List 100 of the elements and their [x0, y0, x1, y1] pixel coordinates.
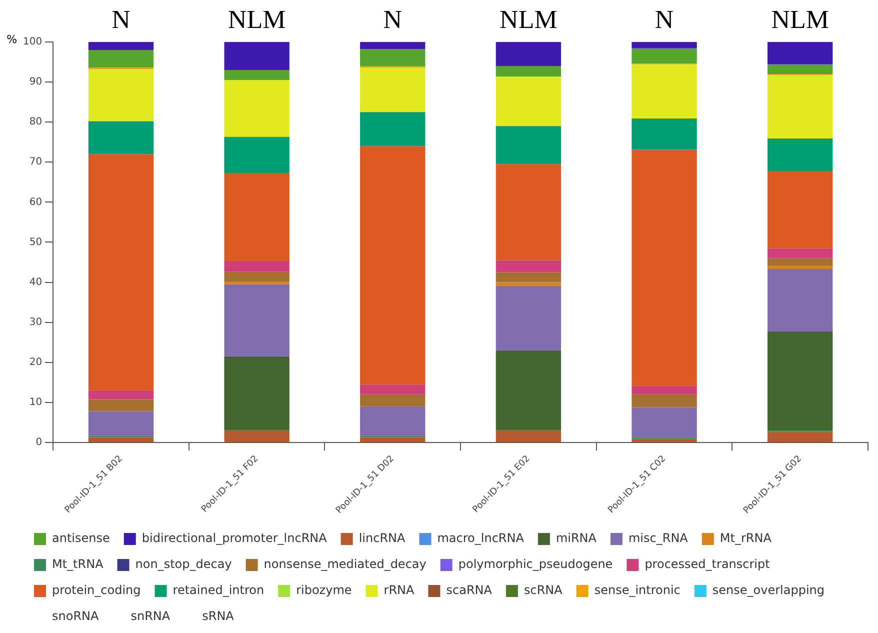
text: N — [383, 4, 402, 34]
text: snRNA — [130, 609, 171, 624]
y-tick-label: 0 — [36, 437, 42, 448]
bar — [360, 68, 426, 112]
bar — [496, 272, 562, 282]
bar — [767, 170, 833, 248]
legend-label: rRNA — [384, 583, 416, 598]
legend-label: bidirectional_promoter_lncRNA — [142, 531, 328, 546]
text: snoRNA — [52, 609, 100, 624]
bar — [496, 260, 562, 272]
legend-label: ribozyme — [296, 583, 352, 598]
bar — [360, 394, 426, 406]
legend-label: processed_transcript — [644, 557, 770, 572]
bar — [767, 265, 833, 269]
y-tick-label: 50 — [29, 236, 42, 248]
bar — [224, 272, 290, 282]
bar — [496, 66, 562, 76]
bar — [632, 150, 697, 386]
y-tick-label: 20 — [29, 356, 42, 368]
bar — [496, 350, 562, 430]
bar — [88, 437, 154, 442]
bar — [360, 42, 426, 50]
bar — [496, 164, 562, 260]
bar — [632, 42, 697, 48]
bar — [632, 438, 697, 442]
bar — [767, 64, 833, 74]
bar — [88, 390, 154, 400]
bar — [632, 407, 697, 438]
bar — [88, 50, 154, 68]
bar — [224, 80, 290, 137]
text: NLM — [500, 4, 558, 34]
bar — [224, 70, 290, 80]
text: sRNA — [202, 609, 235, 624]
bar — [224, 261, 290, 272]
bar — [224, 136, 290, 173]
bar — [360, 384, 426, 394]
bar — [360, 146, 426, 384]
bar — [360, 437, 426, 442]
bar — [224, 356, 290, 430]
bar — [767, 258, 833, 266]
text: N — [112, 4, 131, 34]
bar — [88, 42, 154, 50]
bar — [224, 284, 290, 356]
bar — [767, 432, 833, 442]
bar — [767, 75, 833, 139]
bar — [496, 286, 562, 350]
bar — [224, 281, 290, 284]
bar — [496, 430, 562, 442]
bar — [767, 42, 833, 64]
y-tick-label: 60 — [29, 196, 42, 208]
legend-label: sense_overlapping — [712, 583, 825, 598]
bar — [496, 42, 562, 66]
bar — [360, 49, 426, 66]
bar — [496, 76, 562, 126]
y-tick-label: 80 — [29, 116, 42, 128]
legend-label: sense_intronic — [594, 583, 680, 598]
bar — [767, 248, 833, 258]
bar — [88, 121, 154, 154]
legend-label: lincRNA — [358, 531, 406, 546]
bar — [88, 154, 154, 390]
bar — [632, 118, 697, 150]
legend-label: macro_lncRNA — [437, 531, 525, 546]
bar — [224, 42, 290, 70]
legend-label: misc_RNA — [628, 531, 689, 546]
legend-label: polymorphic_pseudogene — [458, 557, 613, 572]
bar — [632, 394, 697, 408]
bar — [360, 112, 426, 146]
legend-label: antisense — [52, 531, 110, 546]
legend-label: Mt_tRNA — [52, 557, 104, 572]
bar — [632, 386, 697, 394]
y-tick-label: 30 — [29, 316, 42, 328]
legend-label: miRNA — [556, 531, 598, 546]
bar — [496, 282, 562, 286]
legend-label: protein_coding — [52, 583, 141, 598]
bar — [496, 126, 562, 164]
y-axis-title: % — [6, 32, 18, 46]
bar — [224, 172, 290, 262]
legend-label: Mt_rRNA — [720, 531, 772, 546]
bar — [88, 399, 154, 412]
text: N — [654, 4, 674, 34]
bar — [632, 64, 697, 118]
bar — [632, 48, 697, 64]
bar — [767, 138, 833, 171]
bar — [360, 406, 426, 436]
bar — [767, 332, 833, 431]
legend-label: nonsense_mediated_decay — [264, 557, 426, 572]
bar — [224, 430, 290, 442]
y-tick-label: 10 — [29, 396, 42, 408]
bar — [767, 268, 833, 332]
legend-label: retained_intron — [172, 583, 264, 598]
bar — [88, 411, 154, 436]
legend-label: scaRNA — [446, 583, 493, 598]
text: NLM — [228, 4, 286, 34]
legend-label: non_stop_decay — [135, 557, 232, 572]
y-tick-label: 90 — [29, 76, 42, 88]
legend-label: scRNA — [524, 583, 564, 598]
y-tick-label: 100 — [22, 36, 42, 48]
y-tick-label: 70 — [29, 156, 42, 168]
bar — [88, 69, 154, 122]
text: NLM — [771, 4, 829, 34]
